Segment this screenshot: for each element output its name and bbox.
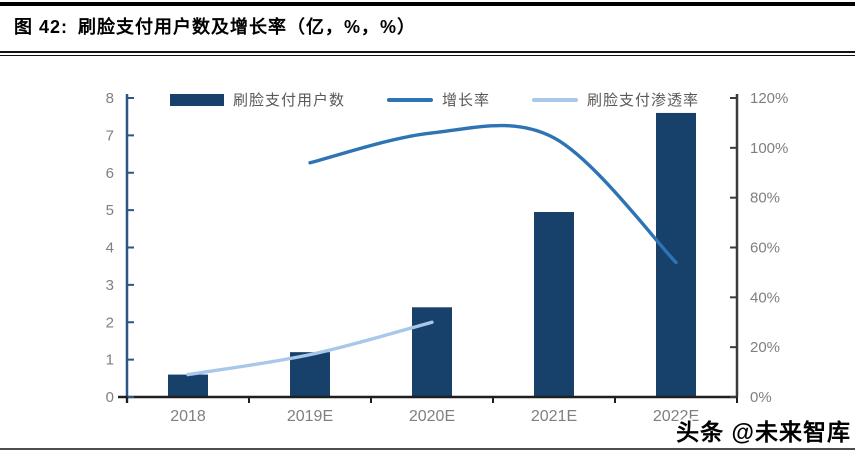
bar-2022E [656, 112, 696, 397]
legend-item-penetration: 刷脸支付渗透率 [532, 89, 699, 110]
chart-legend: 刷脸支付用户数 增长率 刷脸支付渗透率 [170, 89, 699, 110]
left-axis-tick-label: 6 [106, 165, 114, 182]
figure-number: 图 42: [14, 17, 69, 37]
growth-series-label: 增长率 [442, 92, 491, 109]
x-axis-category-label: 2022E [653, 408, 699, 425]
top-rule [0, 2, 855, 6]
left-axis-tick-label: 8 [106, 90, 114, 107]
left-axis-tick-label: 3 [106, 277, 114, 294]
figure-header: 图 42: 刷脸支付用户数及增长率（亿，%，%） [14, 13, 416, 39]
line-series-growth [308, 123, 678, 265]
right-axis-tick-label: 100% [750, 140, 788, 157]
right-axis-tick-label: 80% [750, 190, 780, 207]
penetration-series-swatch-icon [532, 97, 579, 102]
left-axis-tick-label: 7 [106, 127, 114, 144]
growth-series-swatch-icon [387, 97, 434, 102]
x-axis-category-label: 2020E [409, 408, 455, 425]
x-axis-category-label: 2021E [531, 408, 577, 425]
penetration-series-label: 刷脸支付渗透率 [587, 92, 700, 109]
bar-2019E [290, 352, 330, 397]
x-axis-category-label: 2018 [170, 408, 206, 425]
chart-area: 0 1 2 3 4 5 6 7 8 0% 20% 40% 60% 80% 100% 120% 2018 2019E… [0, 60, 855, 453]
users-series-swatch-icon [170, 93, 224, 106]
title-underline [0, 51, 855, 56]
legend-item-users: 刷脸支付用户数 [170, 89, 345, 110]
bar-2018 [168, 374, 208, 397]
watermark: 头条 @未来智库 [676, 419, 851, 445]
legend-item-growth: 增长率 [387, 89, 490, 110]
right-axis-tick-label: 0% [750, 389, 772, 406]
right-axis-tick-label: 20% [750, 339, 780, 356]
bar-2021E [534, 211, 574, 397]
left-axis-tick-label: 1 [106, 352, 114, 369]
left-axis-tick-label: 2 [106, 314, 114, 331]
bottom-rule [0, 448, 855, 450]
line-series-penetration [186, 320, 434, 377]
right-axis-tick-label: 40% [750, 289, 780, 306]
left-axis-tick-label: 4 [106, 240, 114, 257]
right-axis-tick-label: 60% [750, 240, 780, 257]
users-series-label: 刷脸支付用户数 [233, 92, 346, 109]
figure-title: 刷脸支付用户数及增长率（亿，%，%） [78, 17, 417, 37]
left-axis-tick-label: 5 [106, 202, 114, 219]
right-axis-tick-label: 120% [750, 90, 788, 107]
x-axis-category-label: 2019E [287, 408, 333, 425]
left-axis-tick-label: 0 [106, 389, 114, 406]
